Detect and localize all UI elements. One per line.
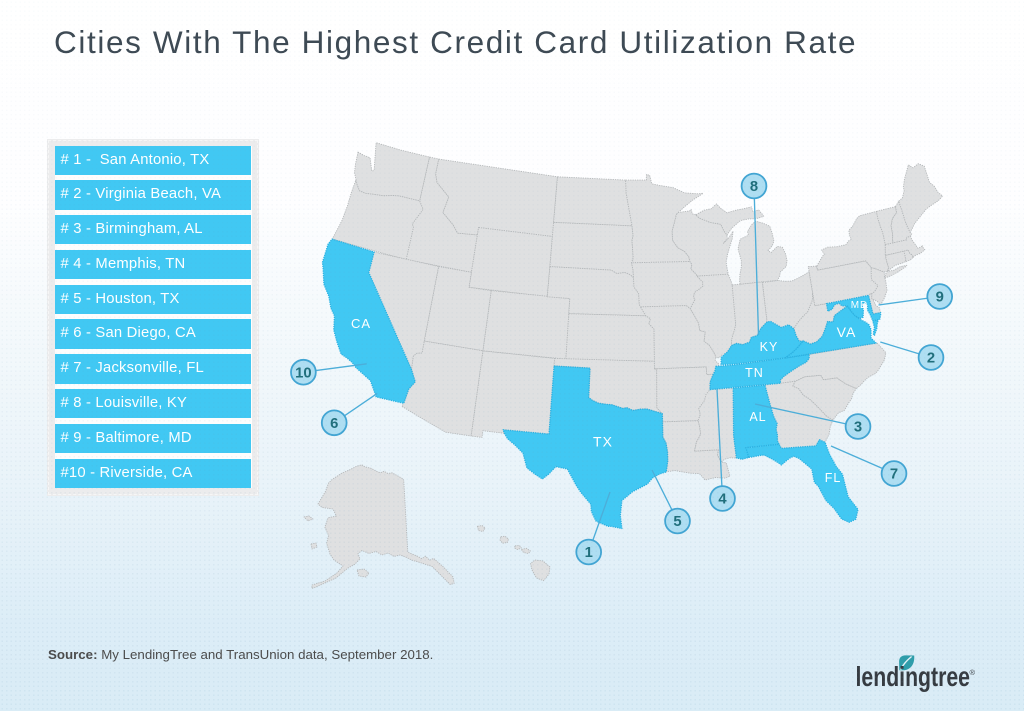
svg-text:KY: KY (760, 340, 779, 354)
svg-text:TN: TN (745, 366, 764, 380)
svg-text:6: 6 (330, 416, 338, 432)
svg-text:VA: VA (837, 324, 857, 340)
svg-text:lendingtree: lendingtree (856, 661, 971, 692)
svg-text:9: 9 (936, 290, 944, 306)
svg-text:4: 4 (718, 492, 727, 508)
svg-text:8: 8 (750, 179, 758, 195)
svg-text:10: 10 (295, 365, 311, 381)
svg-text:FL: FL (825, 471, 842, 485)
svg-text:3: 3 (854, 420, 862, 436)
svg-text:1: 1 (585, 545, 593, 561)
svg-text:7: 7 (890, 467, 898, 483)
svg-text:CA: CA (351, 316, 371, 331)
svg-text:®: ® (970, 668, 976, 677)
svg-text:2: 2 (927, 351, 935, 367)
svg-text:MD: MD (851, 300, 869, 311)
svg-text:TX: TX (593, 434, 613, 450)
svg-text:5: 5 (673, 514, 681, 530)
svg-text:AL: AL (749, 410, 766, 424)
